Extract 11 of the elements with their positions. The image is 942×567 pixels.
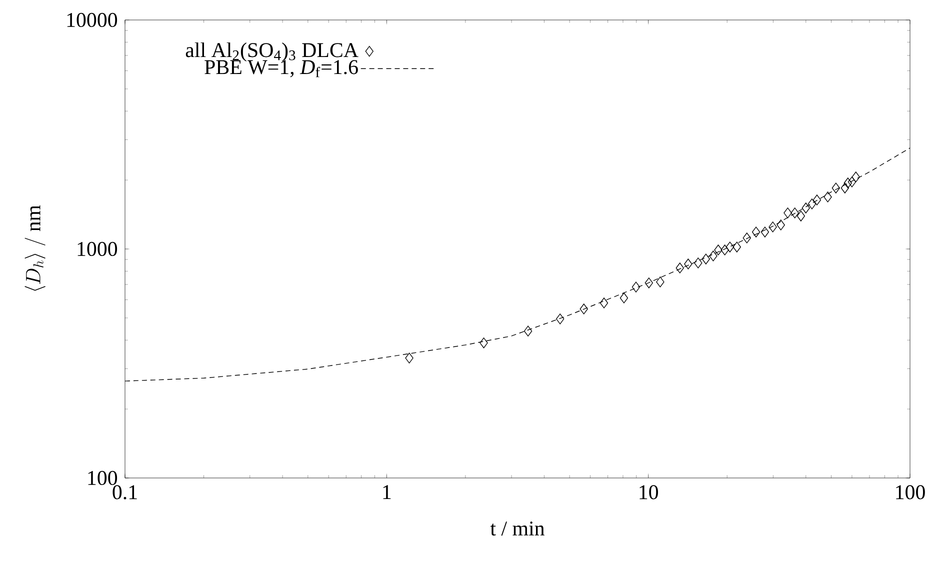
legend-label: all Al$_{2}$(SO$_{4}$)$_{3}$ DLCA <box>186 42 358 62</box>
x-tick-label: 10 <box>640 485 658 500</box>
x-tick-label: 0.1 <box>112 485 137 500</box>
y-axis-title: $\langle D_h\rangle\ /\ \mathrm{nm}$ <box>24 205 46 291</box>
y-tick-label: 1000 <box>78 242 118 256</box>
y-tick-label: 10000 <box>67 12 118 28</box>
legend-label: PBE W=1, D$_{f}$=1.6 <box>204 60 358 78</box>
y-tick-label: 100 <box>88 470 118 486</box>
x-tick-label: 1 <box>383 485 391 499</box>
x-tick-label: 100 <box>896 485 925 500</box>
x-axis-title: t / min <box>490 522 544 536</box>
